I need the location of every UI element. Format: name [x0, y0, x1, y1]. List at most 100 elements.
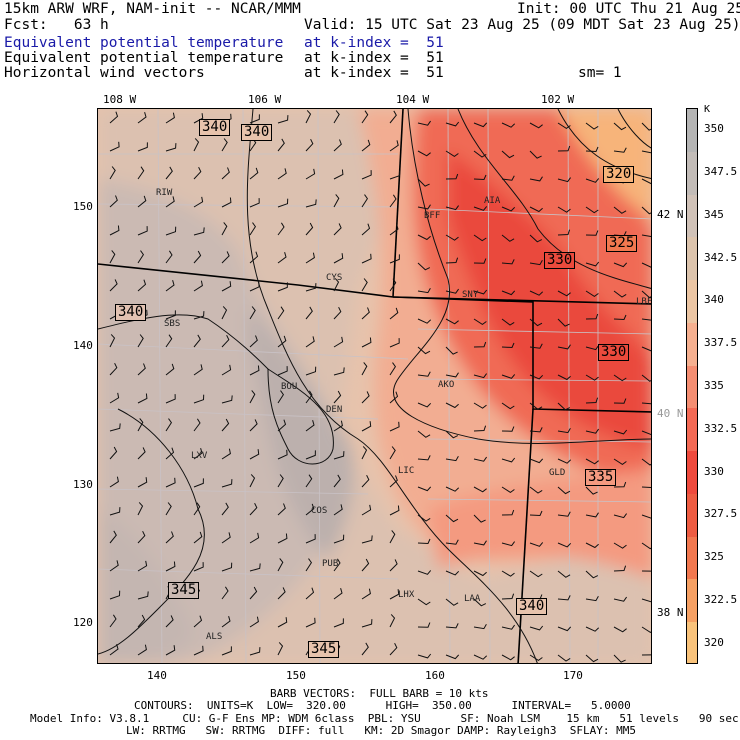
wind-barb [613, 398, 627, 404]
wind-barb [221, 364, 232, 376]
wind-barb [529, 206, 543, 213]
wind-barb [557, 177, 572, 183]
colorbar-tick-label: 345 [704, 207, 724, 221]
wind-barb [417, 318, 432, 324]
wind-barb [221, 502, 229, 516]
wind-barb [445, 455, 459, 462]
wind-barb [249, 335, 258, 348]
wind-barb [585, 345, 600, 351]
city-cos: COS [311, 506, 328, 516]
wind-barb [221, 281, 232, 292]
wind-barb [445, 257, 459, 264]
wind-barb [333, 618, 344, 628]
wind-barb [249, 390, 256, 404]
wind-barb [333, 367, 345, 376]
wind-barb [249, 365, 260, 376]
wind-barb [193, 418, 201, 432]
county-line [427, 438, 651, 443]
wind-barb [613, 147, 627, 153]
wind-barb [193, 311, 205, 320]
wind-barb [501, 541, 516, 547]
wind-barb [277, 138, 285, 152]
wind-barb [613, 626, 627, 633]
wind-barb [417, 455, 431, 461]
city-pub: PUB [322, 559, 339, 569]
wind-barb [165, 561, 176, 572]
wind-barb [137, 195, 147, 208]
wind-barb [529, 343, 543, 349]
field-3-level: at k-index = 51 [304, 65, 444, 81]
colorbar-segment [687, 536, 697, 580]
contour-330 [457, 109, 651, 289]
city-laa: LAA [464, 594, 481, 604]
wind-barb [277, 198, 289, 208]
wind-barb [361, 588, 371, 600]
wind-barb [193, 334, 201, 348]
wind-barb [473, 598, 487, 607]
wind-barb [501, 426, 515, 432]
contour-label-340-d: 340 [516, 598, 548, 615]
wind-barb [109, 195, 118, 208]
wind-barb [389, 140, 399, 152]
wind-barb [613, 596, 628, 602]
wind-barb [389, 278, 397, 292]
wind-barb [305, 222, 314, 236]
wind-barb [109, 530, 117, 544]
wind-barb [417, 486, 432, 492]
wind-barb [137, 166, 145, 180]
wind-barbs [109, 110, 651, 663]
wind-barb [305, 420, 315, 432]
contour-label-325: 325 [606, 235, 638, 252]
wind-barb [277, 306, 285, 320]
wind-barb [613, 374, 627, 382]
city-den: DEN [326, 405, 343, 415]
wind-barb [361, 421, 372, 432]
fill-330-core [448, 149, 651, 449]
contour-345-sw [98, 408, 205, 655]
wind-barb [193, 364, 203, 376]
wind-barb [333, 336, 344, 348]
wind-barb [641, 374, 651, 382]
wind-barb [641, 262, 651, 268]
wind-barb [249, 198, 260, 208]
wind-barb [137, 530, 146, 544]
wind-barb [585, 397, 599, 404]
wind-barb [249, 647, 261, 656]
wind-barb [361, 619, 373, 628]
wind-barb [165, 394, 176, 404]
county-line [98, 408, 379, 420]
wind-barb [417, 120, 432, 126]
wind-barb [277, 533, 288, 544]
wind-barb [613, 565, 627, 572]
wind-barb [417, 150, 431, 157]
wind-barb [557, 542, 572, 548]
wind-barb [277, 617, 288, 628]
wind-barb [529, 150, 542, 159]
wind-barb [641, 570, 651, 572]
wind-barb [389, 224, 399, 236]
wind-barb [165, 334, 173, 348]
wind-barb [501, 509, 515, 516]
wind-barb [613, 290, 627, 298]
city-bou: BOU [281, 382, 298, 392]
fill-347-region-front-range [248, 309, 355, 559]
wind-barb [333, 278, 340, 292]
wind-barb [501, 259, 515, 265]
wind-barb [109, 507, 121, 516]
wind-barb [249, 306, 256, 320]
model-info-line-2: LW: RRTMG SW: RRTMG DIFF: full KM: 2D Sm… [126, 724, 636, 737]
lat-label-42n: 42 N [657, 208, 684, 221]
theta-e-contours [98, 109, 651, 663]
county-line [157, 109, 163, 663]
wind-barb [165, 645, 176, 656]
wind-barb [501, 593, 515, 600]
smoothing-value: sm= 1 [578, 65, 622, 81]
wind-barb [585, 146, 599, 153]
wind-barb [165, 615, 174, 628]
wind-barb [613, 542, 627, 549]
wind-barb [613, 458, 627, 466]
wind-barb [165, 250, 173, 264]
county-line [427, 498, 651, 503]
wind-barb [249, 114, 260, 124]
wind-barb [389, 307, 399, 320]
